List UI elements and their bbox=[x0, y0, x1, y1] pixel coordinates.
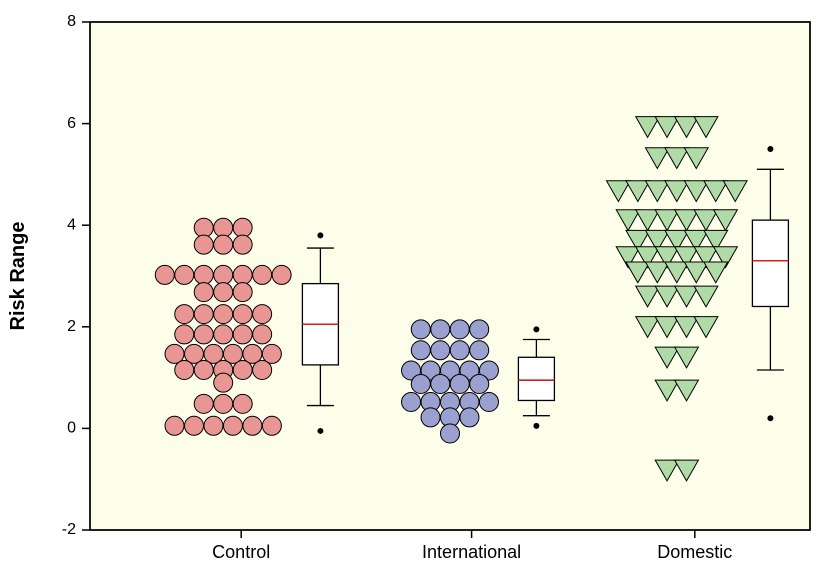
data-marker bbox=[243, 416, 262, 435]
data-marker bbox=[253, 360, 272, 379]
box bbox=[752, 220, 788, 306]
data-marker bbox=[175, 265, 194, 284]
data-marker bbox=[204, 416, 223, 435]
data-marker bbox=[214, 265, 233, 284]
data-marker bbox=[411, 374, 430, 393]
data-marker bbox=[194, 218, 213, 237]
data-marker bbox=[194, 360, 213, 379]
outlier bbox=[533, 326, 539, 332]
data-marker bbox=[194, 325, 213, 344]
data-marker bbox=[175, 360, 194, 379]
data-marker bbox=[233, 283, 252, 302]
data-marker bbox=[214, 373, 233, 392]
data-marker bbox=[165, 416, 184, 435]
data-marker bbox=[214, 283, 233, 302]
data-marker bbox=[214, 394, 233, 413]
data-marker bbox=[184, 416, 203, 435]
data-marker bbox=[421, 408, 440, 427]
data-marker bbox=[402, 392, 421, 411]
data-marker bbox=[194, 394, 213, 413]
data-marker bbox=[233, 305, 252, 324]
data-marker bbox=[194, 305, 213, 324]
data-marker bbox=[175, 305, 194, 324]
data-marker bbox=[450, 320, 469, 339]
data-marker bbox=[175, 325, 194, 344]
y-tick-label: 2 bbox=[67, 318, 76, 335]
outlier bbox=[767, 146, 773, 152]
outlier bbox=[317, 428, 323, 434]
x-tick-label: Control bbox=[212, 542, 270, 562]
data-marker bbox=[470, 374, 489, 393]
data-marker bbox=[470, 341, 489, 360]
data-marker bbox=[233, 218, 252, 237]
data-marker bbox=[233, 394, 252, 413]
data-marker bbox=[450, 341, 469, 360]
data-marker bbox=[233, 235, 252, 254]
data-marker bbox=[214, 218, 233, 237]
data-marker bbox=[470, 320, 489, 339]
box bbox=[518, 357, 554, 400]
data-marker bbox=[214, 305, 233, 324]
data-marker bbox=[431, 374, 450, 393]
outlier bbox=[317, 232, 323, 238]
data-marker bbox=[411, 320, 430, 339]
data-marker bbox=[194, 283, 213, 302]
data-marker bbox=[233, 325, 252, 344]
dot-boxplot-chart: -2 0 2 4 6 8 Risk Range Control International Dom… bbox=[0, 0, 832, 577]
data-marker bbox=[441, 424, 460, 443]
y-tick-label: 8 bbox=[67, 13, 76, 30]
data-marker bbox=[233, 265, 252, 284]
data-marker bbox=[253, 325, 272, 344]
data-marker bbox=[450, 374, 469, 393]
data-marker bbox=[262, 416, 281, 435]
x-tick-label: International bbox=[422, 542, 521, 562]
outlier bbox=[767, 415, 773, 421]
y-tick-label: 0 bbox=[67, 420, 76, 437]
data-marker bbox=[431, 341, 450, 360]
data-marker bbox=[233, 360, 252, 379]
data-marker bbox=[155, 265, 174, 284]
y-axis-label: Risk Range bbox=[7, 222, 29, 331]
data-marker bbox=[272, 265, 291, 284]
y-tick-label: 4 bbox=[67, 216, 76, 233]
data-marker bbox=[214, 235, 233, 254]
data-marker bbox=[411, 341, 430, 360]
data-marker bbox=[253, 265, 272, 284]
data-marker bbox=[431, 320, 450, 339]
data-marker bbox=[479, 392, 498, 411]
outlier bbox=[533, 423, 539, 429]
y-tick-label: 6 bbox=[67, 115, 76, 132]
data-marker bbox=[460, 408, 479, 427]
data-marker bbox=[194, 235, 213, 254]
data-marker bbox=[194, 265, 213, 284]
data-marker bbox=[214, 325, 233, 344]
chart-container: -2 0 2 4 6 8 Risk Range Control International Dom… bbox=[0, 0, 832, 582]
data-marker bbox=[253, 305, 272, 324]
x-tick-label: Domestic bbox=[657, 542, 732, 562]
y-tick-label: -2 bbox=[62, 521, 76, 538]
data-marker bbox=[223, 416, 242, 435]
